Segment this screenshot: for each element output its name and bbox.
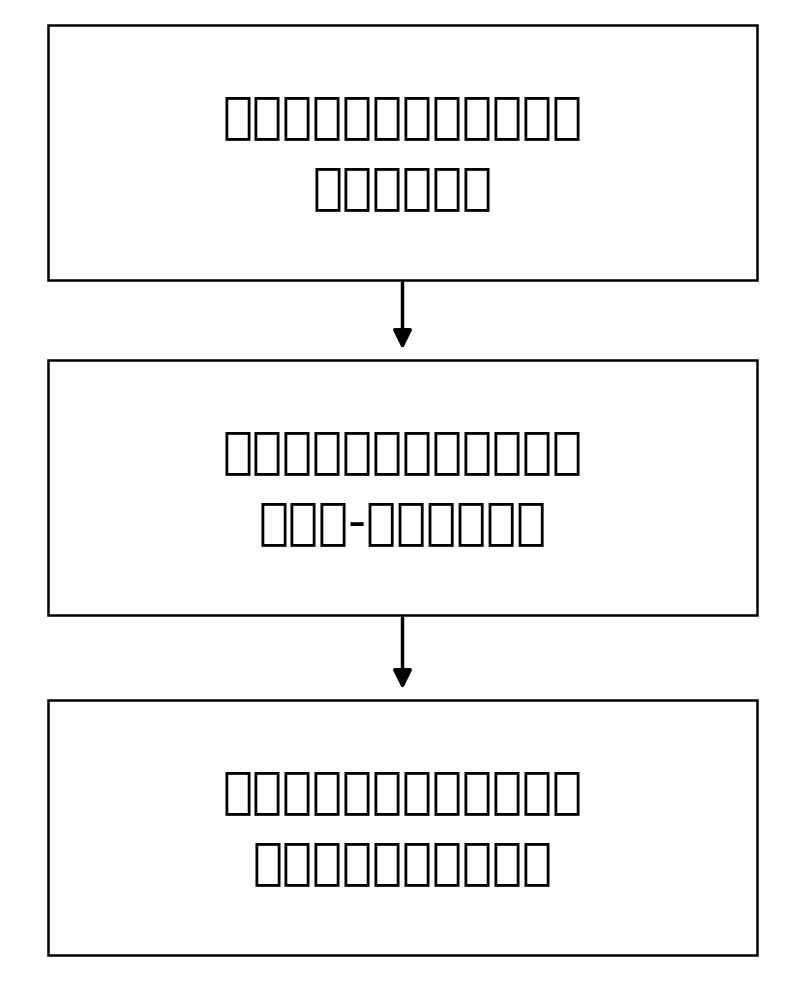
- Text: 含三相参数不一致变压器组
的机电-电磁仿真计算: 含三相参数不一致变压器组 的机电-电磁仿真计算: [222, 428, 583, 547]
- Text: 三相变压器组参数不一致运
行可行性分析: 三相变压器组参数不一致运 行可行性分析: [222, 93, 583, 212]
- Text: 三相参数不一致的大型变压
器投运的运行方式制定: 三相参数不一致的大型变压 器投运的运行方式制定: [222, 768, 583, 887]
- FancyBboxPatch shape: [48, 25, 757, 280]
- FancyBboxPatch shape: [48, 360, 757, 615]
- FancyBboxPatch shape: [48, 700, 757, 955]
